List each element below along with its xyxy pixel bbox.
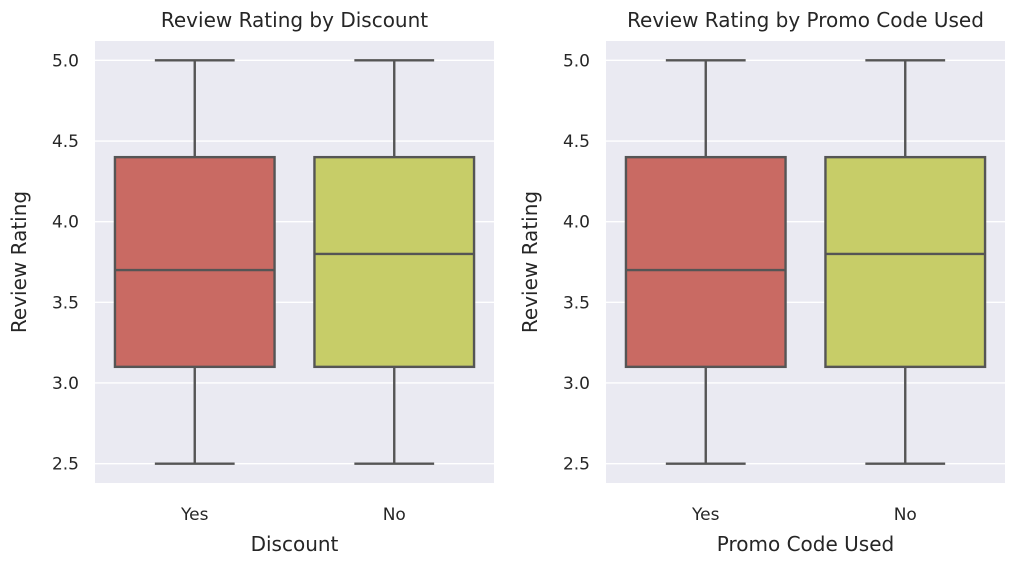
x-tick-label: No xyxy=(383,505,406,525)
iqr-box xyxy=(624,155,787,369)
y-axis-label: Review Rating xyxy=(7,191,31,333)
x-tick-label: Yes xyxy=(180,505,209,525)
y-tick-label: 3.5 xyxy=(563,293,590,313)
box-yes xyxy=(113,59,276,465)
y-tick-label: 4.0 xyxy=(563,213,590,233)
y-axis-label: Review Rating xyxy=(518,191,542,333)
y-tick-label: 3.0 xyxy=(52,374,79,394)
x-tick-label: No xyxy=(894,505,917,525)
y-tick-label: 4.5 xyxy=(52,132,79,152)
y-tick-label: 3.5 xyxy=(52,293,79,313)
chart-panel-promo-code: 2.5 3.0 3.5 4.0 4.5 5.0 Yes No Review Rating by … xyxy=(518,8,1005,556)
x-axis-label: Discount xyxy=(251,532,339,556)
y-tick-label: 2.5 xyxy=(52,455,79,475)
y-tick-label: 3.0 xyxy=(563,374,590,394)
y-tick-label: 4.5 xyxy=(563,132,590,152)
box-no xyxy=(824,59,987,465)
x-axis-label: Promo Code Used xyxy=(717,532,894,556)
y-tick-label: 5.0 xyxy=(563,51,590,71)
y-tick-label: 5.0 xyxy=(52,51,79,71)
y-tick-label: 4.0 xyxy=(52,213,79,233)
x-tick-label: Yes xyxy=(691,505,720,525)
chart-panel-discount: 2.5 3.0 3.5 4.0 4.5 5.0 Yes No Review Rating by … xyxy=(7,8,494,556)
box-yes xyxy=(624,59,787,465)
iqr-box xyxy=(824,155,987,369)
iqr-box xyxy=(313,155,476,369)
y-tick-label: 2.5 xyxy=(563,455,590,475)
chart-title: Review Rating by Discount xyxy=(161,8,428,32)
chart-title: Review Rating by Promo Code Used xyxy=(627,8,984,32)
iqr-box xyxy=(113,155,276,369)
box-no xyxy=(313,59,476,465)
